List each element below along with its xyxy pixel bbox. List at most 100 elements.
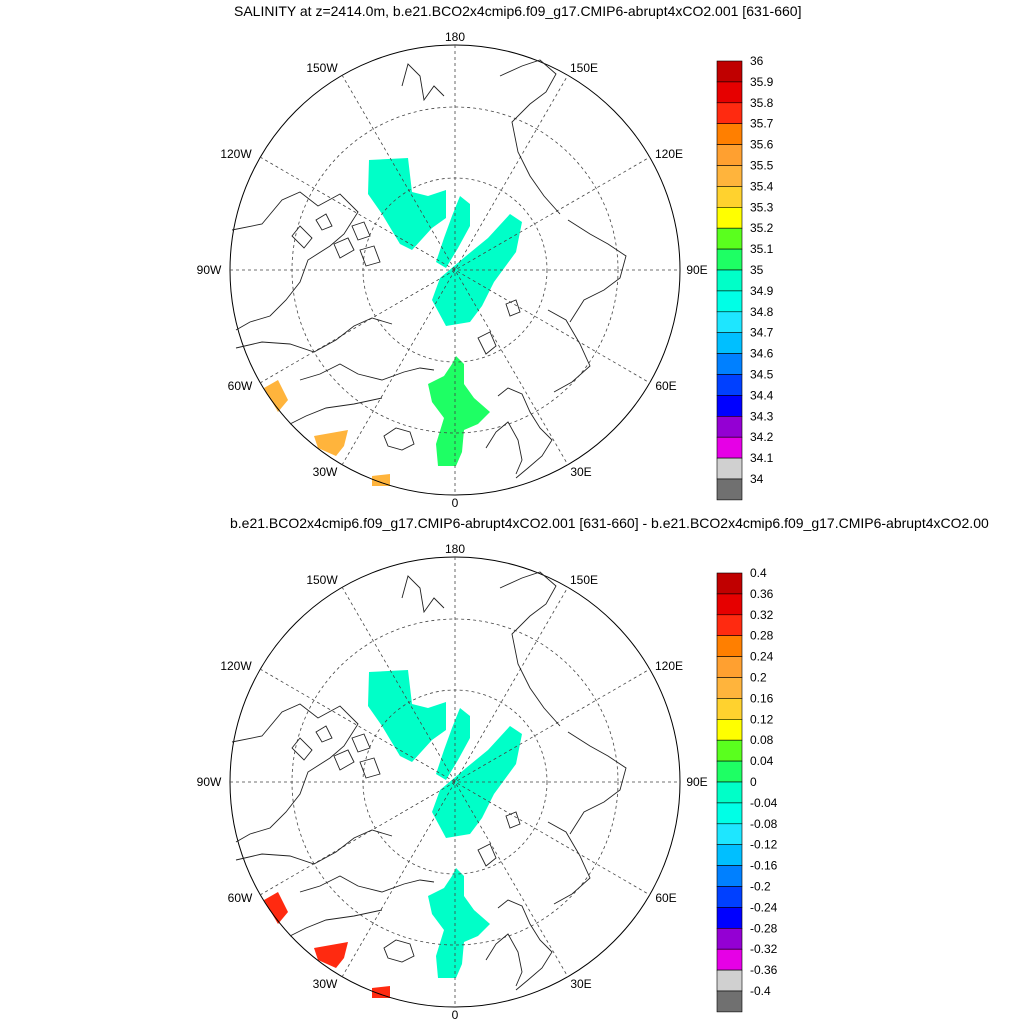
colorbar-box	[716, 990, 743, 1013]
top-polar-map: 180 150W 150E 120W 120E 90W 90E 60W 60E …	[197, 30, 774, 510]
colorbar-label: 0.24	[750, 650, 774, 664]
colorbar-box	[716, 123, 743, 145]
colorbar-label: 34.6	[750, 347, 774, 361]
difference-field-canada-basin	[368, 670, 446, 762]
colorbar-box	[716, 248, 743, 271]
colorbar-box	[716, 478, 743, 501]
lon-label-30e: 30E	[570, 465, 591, 479]
colorbar-label: 35.1	[750, 242, 774, 256]
colorbar-label: -0.4	[750, 984, 771, 998]
lon-label-60e: 60E	[655, 891, 676, 905]
salinity-field-edge-60w	[264, 380, 288, 412]
colorbar-box	[716, 436, 743, 459]
colorbar-box	[716, 886, 743, 908]
colorbar-label: 34.3	[750, 409, 774, 423]
lon-label-0: 0	[452, 1008, 459, 1022]
colorbar-label: -0.36	[750, 963, 778, 977]
colorbar-label: 35.8	[750, 96, 774, 110]
colorbar-box	[716, 353, 743, 375]
lon-label-150w: 150W	[306, 573, 338, 587]
colorbar-label: 0.08	[750, 733, 774, 747]
colorbar-label: -0.32	[750, 942, 778, 956]
colorbar-box	[716, 415, 743, 438]
colorbar-label: 34.9	[750, 284, 774, 298]
colorbar-label: 35.7	[750, 117, 774, 131]
colorbar-box	[716, 60, 743, 83]
colorbar-box	[716, 332, 743, 354]
colorbar-label: 0.2	[750, 671, 767, 685]
top-panel-title: SALINITY at z=2414.0m, b.e21.BCO2x4cmip6…	[234, 3, 802, 19]
colorbar-label: -0.16	[750, 859, 778, 873]
colorbar-label: 34.1	[750, 451, 774, 465]
lon-label-90w: 90W	[197, 263, 222, 277]
salinity-field-edge-south	[372, 474, 390, 486]
colorbar-label: 35.4	[750, 179, 774, 193]
colorbar-box	[716, 656, 743, 678]
lon-label-0: 0	[452, 496, 459, 510]
colorbar-box	[716, 948, 743, 971]
colorbar-label: -0.24	[750, 900, 778, 914]
difference-field-atlantic	[428, 868, 490, 978]
colorbar-label: 0.36	[750, 587, 774, 601]
colorbar-box	[716, 165, 743, 187]
colorbar-box	[716, 457, 743, 480]
lon-label-60w: 60W	[228, 891, 253, 905]
colorbar-box	[716, 823, 743, 845]
colorbar-box	[716, 802, 743, 825]
colorbar-box	[716, 760, 743, 783]
lon-label-30w: 30W	[313, 465, 338, 479]
colorbar-box	[716, 719, 743, 741]
lon-label-90w: 90W	[197, 775, 222, 789]
salinity-field-canada-basin	[368, 158, 446, 250]
coastlines	[231, 571, 627, 991]
coastlines	[231, 59, 627, 479]
lon-label-120e: 120E	[655, 147, 683, 161]
colorbar-label: 0.28	[750, 629, 774, 643]
salinity-colorbar: 36 35.9 35.8 35.7 35.6 35.5 35.4 35.3 35.2 35.1 35…	[716, 54, 774, 501]
polar-frame	[229, 556, 681, 1008]
colorbar-label: 35.2	[750, 221, 774, 235]
colorbar-label: 35.9	[750, 75, 774, 89]
colorbar-label: 0.32	[750, 608, 774, 622]
colorbar-box	[716, 186, 743, 208]
colorbar-box	[716, 969, 743, 992]
colorbar-label: 34.4	[750, 388, 774, 402]
colorbar-label: -0.04	[750, 796, 778, 810]
difference-field-edge-60w	[264, 892, 288, 924]
lon-label-30w: 30W	[313, 977, 338, 991]
lon-label-60e: 60E	[655, 379, 676, 393]
colorbar-label: 0.12	[750, 712, 774, 726]
colorbar-box	[716, 311, 743, 333]
bottom-polar-map: 180 150W 150E 120W 120E 90W 90E 60W 60E …	[197, 542, 778, 1022]
meridian-lines	[230, 557, 680, 1007]
difference-field-edge-30w	[314, 942, 348, 968]
colorbar-box	[716, 395, 743, 417]
colorbar-box	[716, 614, 743, 637]
salinity-field-ridge-west	[436, 196, 470, 268]
lon-label-30e: 30E	[570, 977, 591, 991]
colorbar-box	[716, 698, 743, 720]
colorbar-label: -0.08	[750, 817, 778, 831]
lon-label-90e: 90E	[686, 775, 707, 789]
lon-label-60w: 60W	[228, 379, 253, 393]
colorbar-box	[716, 865, 743, 887]
colorbar-box	[716, 290, 743, 313]
difference-colorbar: 0.4 0.36 0.32 0.28 0.24 0.2 0.16 0.12 0.08 0.04 0 -…	[716, 566, 778, 1013]
colorbar-box	[716, 81, 743, 104]
colorbar-box	[716, 927, 743, 950]
colorbar-box	[716, 739, 743, 762]
colorbar-label: 35	[750, 263, 764, 277]
colorbar-label: 0.04	[750, 754, 774, 768]
colorbar-label: 0.16	[750, 691, 774, 705]
colorbar-label: 34.5	[750, 368, 774, 382]
colorbar-box	[716, 207, 743, 229]
bottom-panel-title: b.e21.BCO2x4cmip6.f09_g17.CMIP6-abrupt4x…	[230, 515, 989, 531]
salinity-field-edge-30w	[314, 430, 348, 456]
colorbar-box	[716, 227, 743, 250]
colorbar-label: 0	[750, 775, 757, 789]
colorbar-label: 35.3	[750, 200, 774, 214]
lon-label-120w: 120W	[220, 659, 252, 673]
colorbar-label: -0.2	[750, 880, 771, 894]
colorbar-box	[716, 144, 743, 166]
colorbar-box	[716, 635, 743, 657]
